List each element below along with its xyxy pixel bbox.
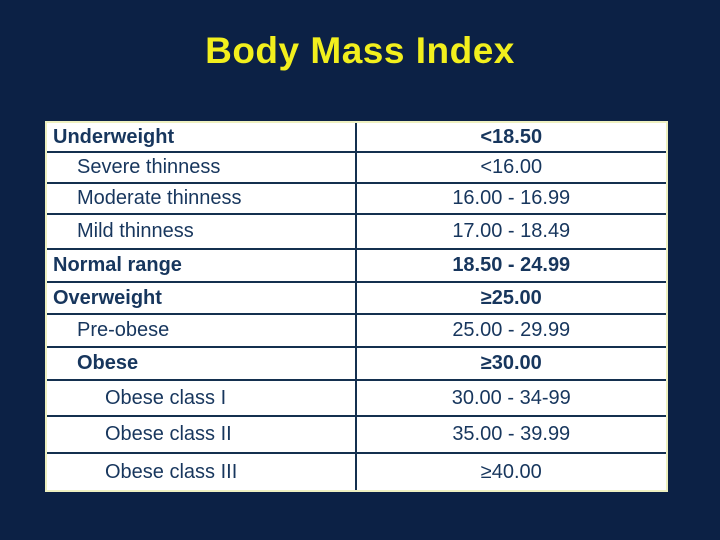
bmi-range-value: ≥25.00 bbox=[480, 286, 542, 309]
table-row: Obese class III ≥40.00 bbox=[47, 454, 666, 490]
category-label: Pre-obese bbox=[47, 315, 357, 346]
bmi-range-value: <16.00 bbox=[480, 156, 543, 178]
bmi-range-value: 18.50 - 24.99 bbox=[452, 254, 571, 276]
category-label: Obese bbox=[47, 348, 357, 379]
table-row: Severe thinness <16.00 bbox=[47, 153, 666, 184]
bmi-range-value: <18.50 bbox=[480, 125, 543, 148]
category-label: Moderate thinness bbox=[47, 184, 357, 213]
page-title: Body Mass Index bbox=[205, 30, 515, 71]
bmi-range-value: 30.00 - 34-99 bbox=[451, 386, 571, 409]
table-row: Underweight <18.50 bbox=[47, 123, 666, 153]
table-row: Moderate thinness 16.00 - 16.99 bbox=[47, 184, 666, 215]
table-row: Normal range 18.50 - 24.99 bbox=[47, 250, 666, 283]
category-label: Overweight bbox=[47, 283, 357, 313]
category-label: Normal range bbox=[47, 250, 357, 281]
bmi-range-value: 25.00 - 29.99 bbox=[452, 319, 571, 341]
category-label: Obese class III bbox=[47, 454, 357, 490]
table-row: Obese class II 35.00 - 39.99 bbox=[47, 417, 666, 454]
bmi-range-value: ≥40.00 bbox=[480, 460, 542, 483]
bmi-range-value: ≥30.00 bbox=[480, 352, 542, 374]
bmi-classification-table: Underweight <18.50 Severe thinness <16.00 Mo… bbox=[45, 121, 668, 492]
table-row: Obese ≥30.00 bbox=[47, 348, 666, 381]
bmi-range-value: 16.00 - 16.99 bbox=[452, 187, 571, 209]
bmi-range-value: 35.00 - 39.99 bbox=[452, 423, 571, 445]
category-label: Obese class I bbox=[47, 381, 357, 415]
category-label: Severe thinness bbox=[47, 153, 357, 182]
table-row: Overweight ≥25.00 bbox=[47, 283, 666, 315]
category-label: Obese class II bbox=[47, 417, 357, 452]
category-label: Mild thinness bbox=[47, 215, 357, 248]
table-row: Mild thinness 17.00 - 18.49 bbox=[47, 215, 666, 250]
category-label: Underweight bbox=[47, 123, 357, 151]
table-row: Pre-obese 25.00 - 29.99 bbox=[47, 315, 666, 348]
bmi-range-value: 17.00 - 18.49 bbox=[452, 220, 571, 242]
table-row: Obese class I 30.00 - 34-99 bbox=[47, 381, 666, 417]
